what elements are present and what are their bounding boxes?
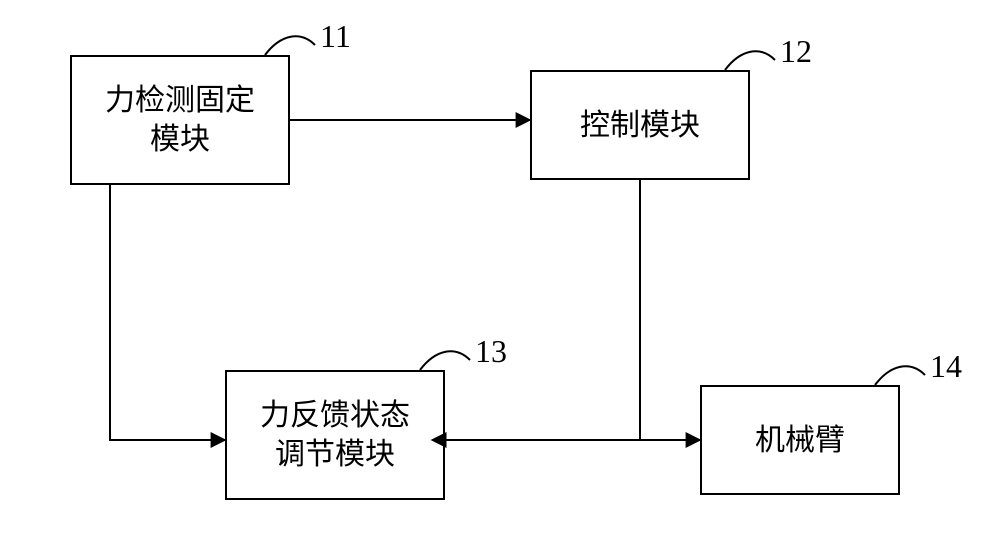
node-label: 机械臂 [755,421,845,460]
node-number-14: 14 [930,348,962,385]
node-label: 力检测固定模块 [105,81,255,159]
edge-11-to-13 [110,185,225,440]
node-robot-arm: 机械臂 [700,385,900,495]
node-label: 力反馈状态调节模块 [260,396,410,474]
node-control-module: 控制模块 [530,70,750,180]
leader-curve-14 [875,366,925,385]
diagram-canvas: 力检测固定模块 控制模块 力反馈状态调节模块 机械臂 11 12 13 14 [0,0,1000,550]
node-number-12: 12 [780,33,812,70]
node-label: 控制模块 [580,106,700,145]
node-feedback-adjust: 力反馈状态调节模块 [225,370,445,500]
leader-curve-12 [725,51,775,70]
node-number-13: 13 [475,333,507,370]
leader-curve-13 [420,351,470,370]
node-force-detection: 力检测固定模块 [70,55,290,185]
leader-curve-11 [265,36,315,55]
node-number-11: 11 [320,18,351,55]
